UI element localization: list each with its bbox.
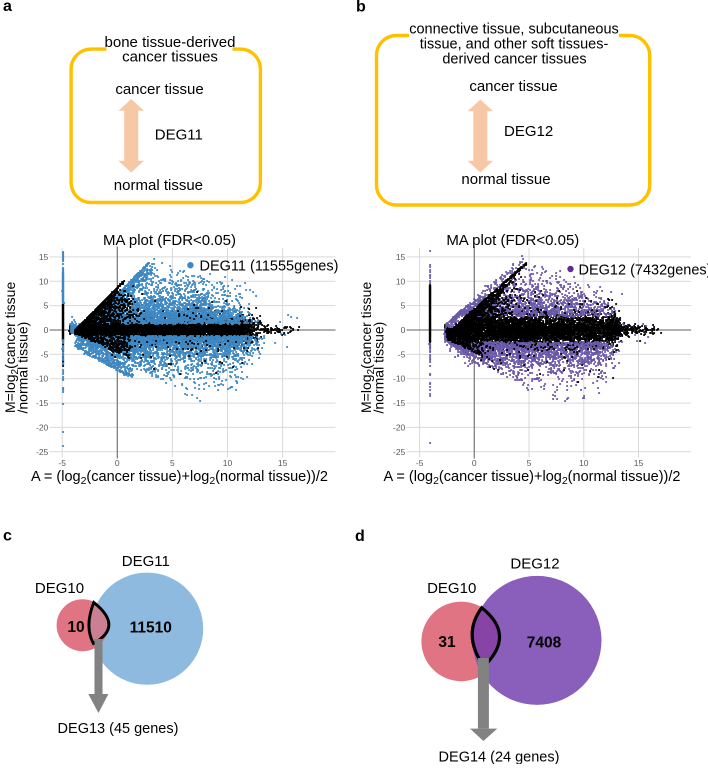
svg-text:a: a bbox=[3, 0, 12, 15]
svg-text:d: d bbox=[355, 528, 365, 545]
svg-text:0: 0 bbox=[115, 458, 120, 468]
svg-text:b: b bbox=[356, 0, 366, 16]
svg-text:5: 5 bbox=[170, 458, 175, 468]
svg-text:-25: -25 bbox=[36, 447, 49, 457]
svg-text:15: 15 bbox=[396, 252, 406, 262]
svg-text:-5: -5 bbox=[41, 349, 49, 359]
svg-text:-20: -20 bbox=[36, 422, 49, 432]
svg-text:normal tissue: normal tissue bbox=[461, 171, 550, 188]
svg-text:10: 10 bbox=[39, 276, 49, 286]
svg-text:/normal tissue): /normal tissue) bbox=[15, 322, 31, 414]
svg-text:31: 31 bbox=[438, 634, 456, 651]
svg-text:5: 5 bbox=[401, 301, 406, 311]
svg-text:DEG12: DEG12 bbox=[504, 123, 553, 140]
svg-text:derived cancer tissues: derived cancer tissues bbox=[442, 52, 586, 68]
svg-text:15: 15 bbox=[278, 458, 288, 468]
svg-text:10: 10 bbox=[579, 458, 589, 468]
svg-text:DEG10: DEG10 bbox=[427, 580, 476, 597]
svg-text:cancer tissue: cancer tissue bbox=[115, 81, 203, 98]
svg-text:A = (log2(cancer tissue)+log2(: A = (log2(cancer tissue)+log2(normal tis… bbox=[31, 469, 328, 487]
svg-text:0: 0 bbox=[401, 325, 406, 335]
svg-text:-5: -5 bbox=[58, 458, 66, 468]
svg-text:A = (log2(cancer tissue)+log2(: A = (log2(cancer tissue)+log2(normal tis… bbox=[384, 469, 681, 487]
svg-text:10: 10 bbox=[223, 458, 233, 468]
svg-text:DEG10: DEG10 bbox=[35, 580, 84, 597]
svg-text:tissue, and other soft tissues: tissue, and other soft tissues- bbox=[420, 37, 609, 53]
svg-text:DEG11: DEG11 bbox=[155, 127, 203, 144]
svg-text:DEG12 (7432genes): DEG12 (7432genes) bbox=[579, 262, 708, 278]
svg-text:0: 0 bbox=[44, 325, 49, 335]
svg-text:c: c bbox=[3, 528, 12, 545]
svg-text:7408: 7408 bbox=[527, 635, 562, 652]
svg-text:cancer tissues: cancer tissues bbox=[122, 49, 218, 66]
svg-text:-5: -5 bbox=[416, 458, 424, 468]
svg-text:-15: -15 bbox=[36, 398, 49, 408]
svg-text:-5: -5 bbox=[398, 349, 406, 359]
svg-text:5: 5 bbox=[527, 458, 532, 468]
svg-text:MA plot (FDR<0.05): MA plot (FDR<0.05) bbox=[103, 232, 236, 249]
svg-text:0: 0 bbox=[472, 458, 477, 468]
svg-text:DEG12: DEG12 bbox=[510, 556, 559, 573]
svg-text:normal tissue: normal tissue bbox=[114, 177, 203, 194]
svg-text:-10: -10 bbox=[393, 374, 406, 384]
svg-text:MA plot (FDR<0.05): MA plot (FDR<0.05) bbox=[446, 232, 579, 249]
svg-text:11510: 11510 bbox=[130, 620, 172, 637]
svg-text:-25: -25 bbox=[393, 447, 406, 457]
svg-text:-15: -15 bbox=[393, 398, 406, 408]
svg-text:10: 10 bbox=[67, 619, 84, 636]
svg-text:cancer tissue: cancer tissue bbox=[469, 78, 557, 95]
svg-text:DEG13 (45 genes): DEG13 (45 genes) bbox=[58, 721, 179, 737]
svg-text:DEG11: DEG11 bbox=[122, 553, 170, 570]
svg-text:DEG11 (11555genes): DEG11 (11555genes) bbox=[200, 259, 339, 275]
svg-text:DEG14 (24 genes): DEG14 (24 genes) bbox=[439, 750, 560, 765]
svg-text:/normal tissue): /normal tissue) bbox=[371, 322, 387, 414]
svg-text:10: 10 bbox=[396, 276, 406, 286]
svg-text:5: 5 bbox=[44, 301, 49, 311]
svg-text:connective tissue, subcutaneou: connective tissue, subcutaneous bbox=[409, 22, 619, 38]
svg-text:15: 15 bbox=[634, 458, 644, 468]
svg-text:-10: -10 bbox=[36, 374, 49, 384]
svg-text:15: 15 bbox=[39, 252, 49, 262]
svg-text:-20: -20 bbox=[393, 422, 406, 432]
